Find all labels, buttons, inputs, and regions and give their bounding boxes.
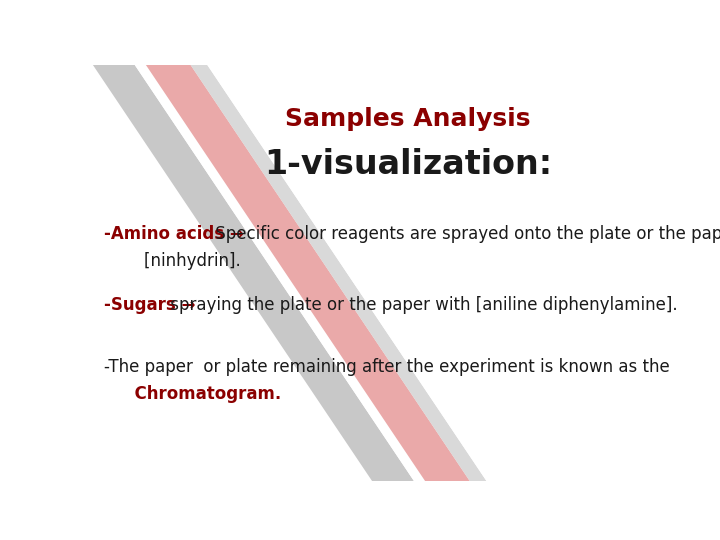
Text: -Amino acids →: -Amino acids → <box>104 225 243 243</box>
Polygon shape <box>193 44 704 501</box>
Polygon shape <box>121 44 438 501</box>
Text: Specific color reagents are sprayed onto the plate or the paper: Specific color reagents are sprayed onto… <box>210 225 720 243</box>
Polygon shape <box>132 44 483 501</box>
Text: Chromatogram.: Chromatogram. <box>124 385 282 403</box>
Text: -Sugars →: -Sugars → <box>104 295 195 314</box>
Text: spraying the plate or the paper with [aniline diphenylamine].: spraying the plate or the paper with [an… <box>166 295 678 314</box>
Text: [ninhydrin].: [ninhydrin]. <box>124 252 241 270</box>
Polygon shape <box>176 44 500 501</box>
Text: -The paper  or plate remaining after the experiment is known as the: -The paper or plate remaining after the … <box>104 358 670 376</box>
Polygon shape <box>79 44 428 501</box>
Text: 1-visualization:: 1-visualization: <box>264 148 552 181</box>
Text: Samples Analysis: Samples Analysis <box>285 107 531 131</box>
